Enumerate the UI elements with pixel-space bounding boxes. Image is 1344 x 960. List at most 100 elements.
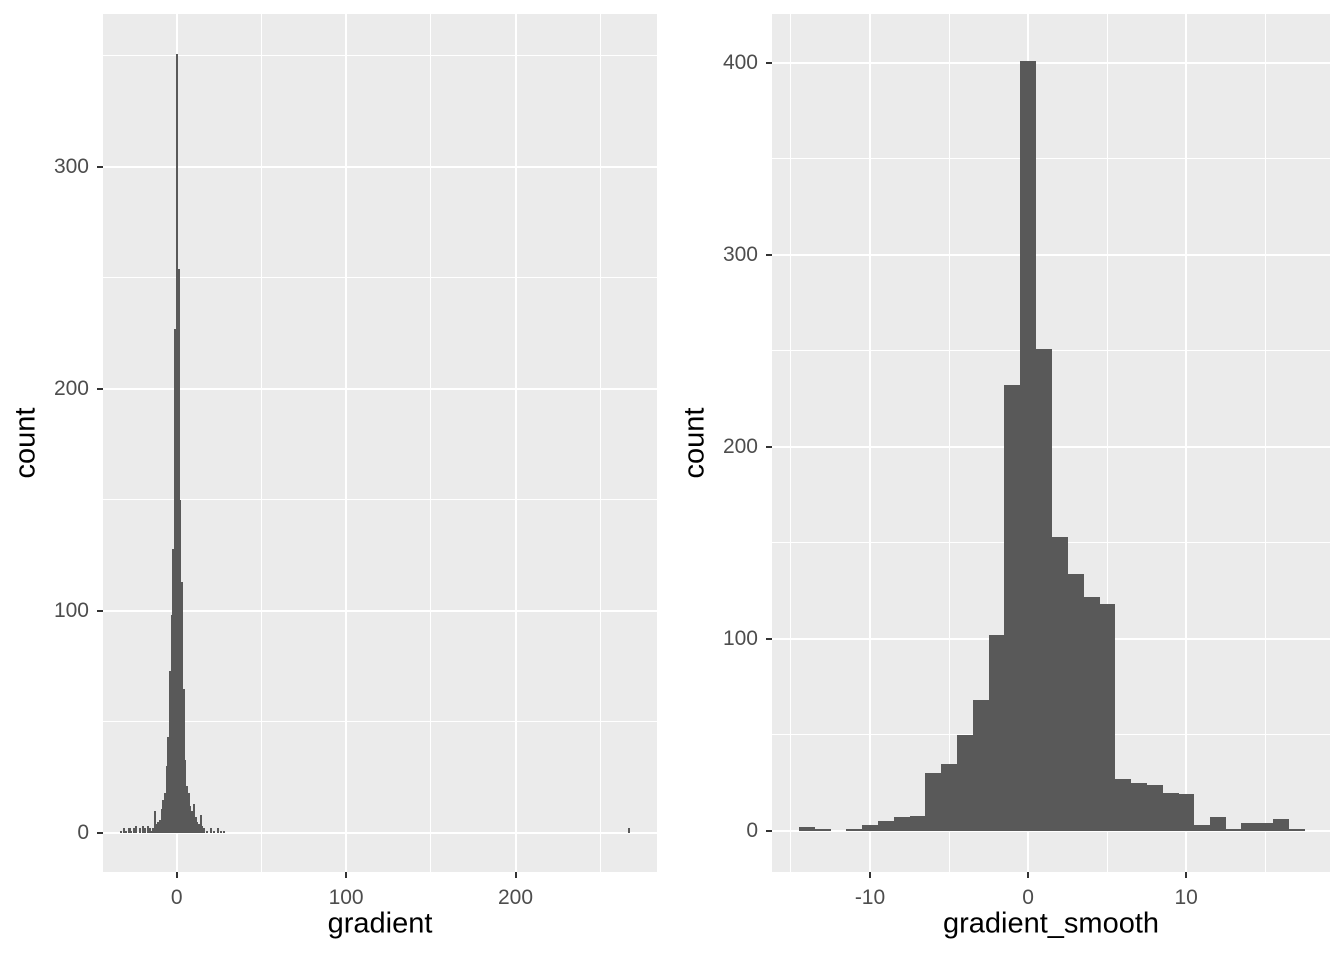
y-tick-label: 0 <box>746 818 758 842</box>
histogram-bar <box>184 759 187 833</box>
histogram-bar <box>216 828 219 833</box>
histogram-bar <box>170 615 173 833</box>
histogram-bar <box>130 830 133 833</box>
gridline-minor-y <box>103 499 657 501</box>
gridline-major-x <box>869 14 871 872</box>
gridline-minor-y <box>103 721 657 723</box>
gridline-major-y <box>772 253 1330 256</box>
histogram-bar <box>1083 596 1100 831</box>
x-tick-label: 100 <box>328 886 364 909</box>
histogram-bar <box>133 828 136 833</box>
gridline-major-x <box>345 14 348 872</box>
y-tick-label: 400 <box>722 50 758 74</box>
gridline-minor-y <box>103 55 657 57</box>
histogram-bar <box>143 828 146 833</box>
histogram-bar <box>150 830 153 833</box>
histogram-bar <box>167 737 170 833</box>
histogram-bar <box>814 828 831 831</box>
histogram-bar <box>172 548 175 833</box>
histogram-bar <box>158 819 161 833</box>
gridline-major-x <box>514 14 517 872</box>
histogram-bar <box>941 763 958 831</box>
histogram-bar <box>182 688 185 833</box>
gridline-major-y <box>103 609 657 612</box>
histogram-bar <box>197 824 200 833</box>
x-tick-label: 0 <box>170 886 183 909</box>
gridline-minor-x <box>948 14 950 872</box>
gridline-minor-x <box>1106 14 1108 872</box>
histogram-bar <box>988 635 1005 831</box>
plot-panel <box>103 14 657 872</box>
y-tick-label: 100 <box>722 626 758 650</box>
x-axis-tick <box>869 872 871 878</box>
x-axis-tick <box>1027 872 1030 878</box>
histogram-bar <box>1194 825 1211 831</box>
x-axis-tick <box>175 872 178 878</box>
histogram-bar <box>119 830 123 833</box>
x-axis-tick <box>1185 872 1188 878</box>
histogram-bar <box>1115 779 1132 831</box>
x-tick-label: -10 <box>854 886 886 909</box>
x-axis-title-right: gradient_smooth <box>942 907 1160 940</box>
histogram-bar <box>157 821 160 833</box>
gridline-minor-x <box>1264 14 1266 872</box>
x-tick-label: 0 <box>1022 886 1034 909</box>
histogram-bar <box>893 817 910 831</box>
y-axis-tick <box>97 609 103 612</box>
histogram-bar <box>1225 828 1242 831</box>
histogram-bar <box>219 830 222 833</box>
histogram-bar <box>628 828 631 833</box>
y-axis-tick <box>766 637 772 640</box>
histogram-bar <box>1130 782 1148 831</box>
histogram-bar <box>196 821 199 833</box>
x-axis-tick <box>345 872 348 878</box>
histogram-bar <box>135 826 138 833</box>
histogram-bar <box>186 786 189 833</box>
gridline-major-y <box>103 831 657 834</box>
histogram-bar <box>191 810 194 833</box>
histogram-bar <box>202 828 206 833</box>
histogram-bar <box>194 817 197 833</box>
histogram-bar <box>160 808 163 833</box>
histogram-bar <box>177 269 180 833</box>
histogram-bar <box>798 827 816 831</box>
gridline-major-y <box>103 387 657 390</box>
histogram-bar <box>209 828 212 833</box>
y-tick-label: 0 <box>77 820 89 844</box>
x-tick-label: 10 <box>1174 886 1198 909</box>
histogram-bar <box>174 329 177 833</box>
histogram-bar <box>165 766 168 833</box>
y-axis-tick <box>766 829 772 832</box>
histogram-bar <box>123 828 126 833</box>
histogram-bar <box>846 828 863 831</box>
histogram-bar <box>909 815 926 831</box>
y-tick-label: 300 <box>53 154 89 178</box>
histogram-bar <box>179 499 182 833</box>
gridline-minor-x <box>260 14 262 872</box>
gridline-major-x <box>1185 14 1188 872</box>
histogram-bar <box>155 824 158 833</box>
histogram-bar <box>189 806 192 833</box>
y-tick-label: 200 <box>722 434 758 458</box>
histogram-bar <box>1209 817 1227 831</box>
histogram-bar <box>877 821 895 831</box>
y-axis-tick <box>97 831 103 834</box>
histogram-bar <box>925 773 942 831</box>
y-axis-tick <box>766 253 772 256</box>
histogram-bar <box>1099 604 1116 831</box>
histogram-bar <box>1273 819 1290 831</box>
histogram-bar <box>1146 784 1163 831</box>
histogram-bar <box>1020 61 1037 831</box>
histogram-bar <box>1178 794 1195 831</box>
histogram-bar <box>206 830 209 833</box>
histogram-bar <box>187 792 190 833</box>
histogram-bar <box>138 828 141 833</box>
y-axis-tick <box>766 61 772 64</box>
gridline-minor-y <box>103 277 657 279</box>
histogram-bar <box>1067 573 1084 831</box>
x-axis-tick <box>514 872 517 878</box>
histogram-bar <box>147 826 150 833</box>
histogram-bar <box>125 830 128 833</box>
